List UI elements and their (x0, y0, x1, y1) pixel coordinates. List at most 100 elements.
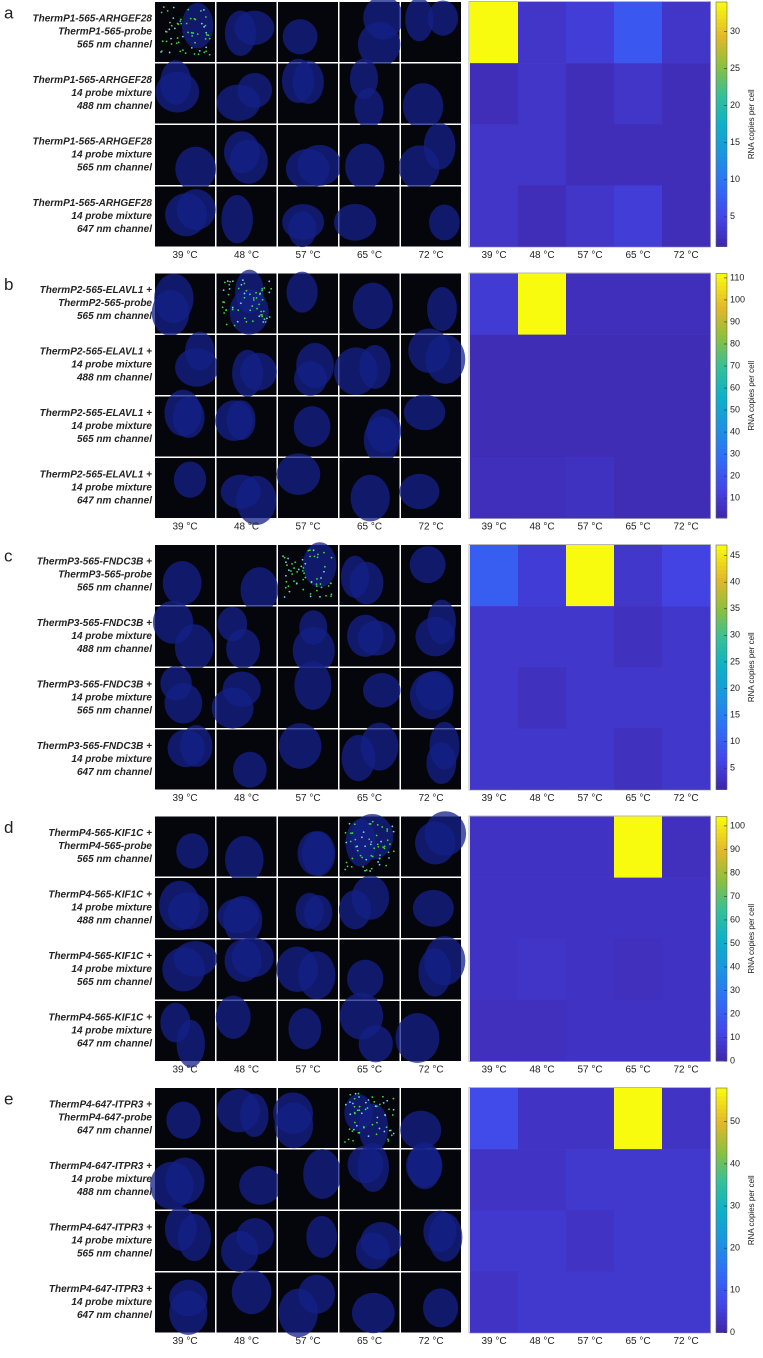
nucleus (273, 1092, 314, 1135)
rna-spot (392, 1132, 395, 1135)
rna-spot (371, 1096, 374, 1098)
rna-spot (205, 46, 208, 49)
nucleus (181, 2, 214, 49)
colorbar-step (716, 1173, 727, 1179)
row-label: ThermP1-565-ARHGEF28 (33, 198, 153, 209)
image-column-label: 48 °C (234, 1336, 259, 1347)
rna-spot (194, 41, 196, 44)
nucleus (216, 84, 261, 121)
nucleus (407, 1142, 442, 1190)
colorbar-step (716, 902, 727, 907)
heatmap-cell (614, 545, 663, 607)
heatmap-cell (662, 877, 711, 940)
rna-spot (283, 556, 286, 559)
colorbar-step (716, 330, 727, 336)
colorbar-tick-label: 70 (730, 891, 740, 901)
rna-spot (243, 317, 246, 320)
rna-spot (203, 26, 206, 28)
colorbar-step (716, 914, 727, 919)
rna-spot (184, 52, 187, 55)
colorbar-step (716, 1052, 727, 1058)
x-tick-label: 65 °C (625, 250, 650, 261)
panel-label: e (4, 1089, 13, 1108)
nucleus (176, 833, 209, 869)
colorbar-step (716, 832, 727, 838)
colorbar-step (716, 226, 727, 231)
colorbar-step (716, 906, 727, 911)
colorbar-step (716, 646, 727, 652)
x-tick-label: 65 °C (625, 793, 650, 804)
rna-spot (353, 1121, 356, 1124)
row-label: 647 nm channel (77, 1310, 152, 1321)
colorbar-step (716, 1145, 727, 1150)
heatmap-cell (566, 124, 615, 186)
nucleus (235, 269, 264, 314)
colorbar-tick-label: 30 (730, 985, 740, 995)
rna-spot (362, 1125, 365, 1128)
nucleus (359, 344, 391, 390)
colorbar-step (716, 773, 727, 778)
colorbar-tick-label: 10 (730, 493, 740, 503)
rna-spot (291, 573, 294, 575)
colorbar-step (716, 922, 727, 928)
colorbar-step (716, 350, 727, 356)
colorbar-step (716, 1132, 727, 1138)
row-label: 647 nm channel (77, 1039, 152, 1050)
colorbar-tick-label: 100 (730, 294, 745, 304)
rna-spot (389, 843, 391, 846)
colorbar-step (716, 708, 727, 713)
x-tick-label: 65 °C (625, 1065, 650, 1076)
nucleus (174, 624, 214, 671)
x-tick-label: 72 °C (673, 250, 698, 261)
rna-spot (317, 553, 319, 556)
rna-spot (205, 31, 208, 34)
colorbar-step (716, 1092, 727, 1097)
rna-spot (355, 1124, 358, 1127)
rna-spot (356, 845, 359, 848)
row-label: 565 nm channel (77, 977, 152, 988)
image-column-label: 48 °C (234, 1065, 259, 1076)
rna-spot (172, 17, 175, 20)
colorbar-step (716, 740, 727, 746)
colorbar-step (716, 160, 727, 166)
rna-spot (191, 34, 194, 37)
nucleus (345, 143, 385, 190)
heatmap-cell (662, 273, 711, 335)
rna-spot (208, 37, 211, 40)
nucleus (427, 0, 459, 36)
nucleus (412, 889, 454, 927)
panel-label: a (4, 3, 14, 22)
rna-spot (382, 1095, 384, 1098)
nucleus (362, 673, 401, 708)
colorbar-step (716, 963, 727, 968)
colorbar-step (716, 71, 727, 76)
rna-spot (304, 576, 307, 579)
row-label: 14 probe mixture (71, 1236, 152, 1247)
rna-spot (252, 299, 255, 301)
colorbar-tick-label: 50 (730, 938, 740, 948)
nucleus (276, 453, 321, 495)
colorbar-step (716, 318, 727, 323)
row-label: ThermP4-647-probe (58, 1113, 152, 1124)
colorbar-step (716, 1303, 727, 1309)
rna-spot (315, 585, 318, 588)
colorbar-step (716, 383, 727, 389)
colorbar-step (716, 716, 727, 721)
rna-spot (367, 1135, 370, 1138)
colorbar-step (716, 460, 727, 466)
panel-label: c (4, 546, 13, 565)
colorbar-step (716, 285, 727, 291)
colorbar-step (716, 840, 727, 846)
rna-spot (360, 1112, 363, 1115)
heatmap-frame (468, 544, 711, 791)
rna-spot (166, 9, 169, 12)
heatmap-cell (518, 1149, 567, 1211)
rna-spot (369, 843, 372, 846)
colorbar-step (716, 626, 727, 632)
nucleus (240, 567, 279, 613)
x-tick-label: 48 °C (529, 250, 554, 261)
nucleus (349, 58, 378, 99)
row-label: 488 nm channel (76, 101, 152, 112)
heatmap-cell (614, 877, 663, 940)
x-tick-label: 72 °C (673, 522, 698, 533)
